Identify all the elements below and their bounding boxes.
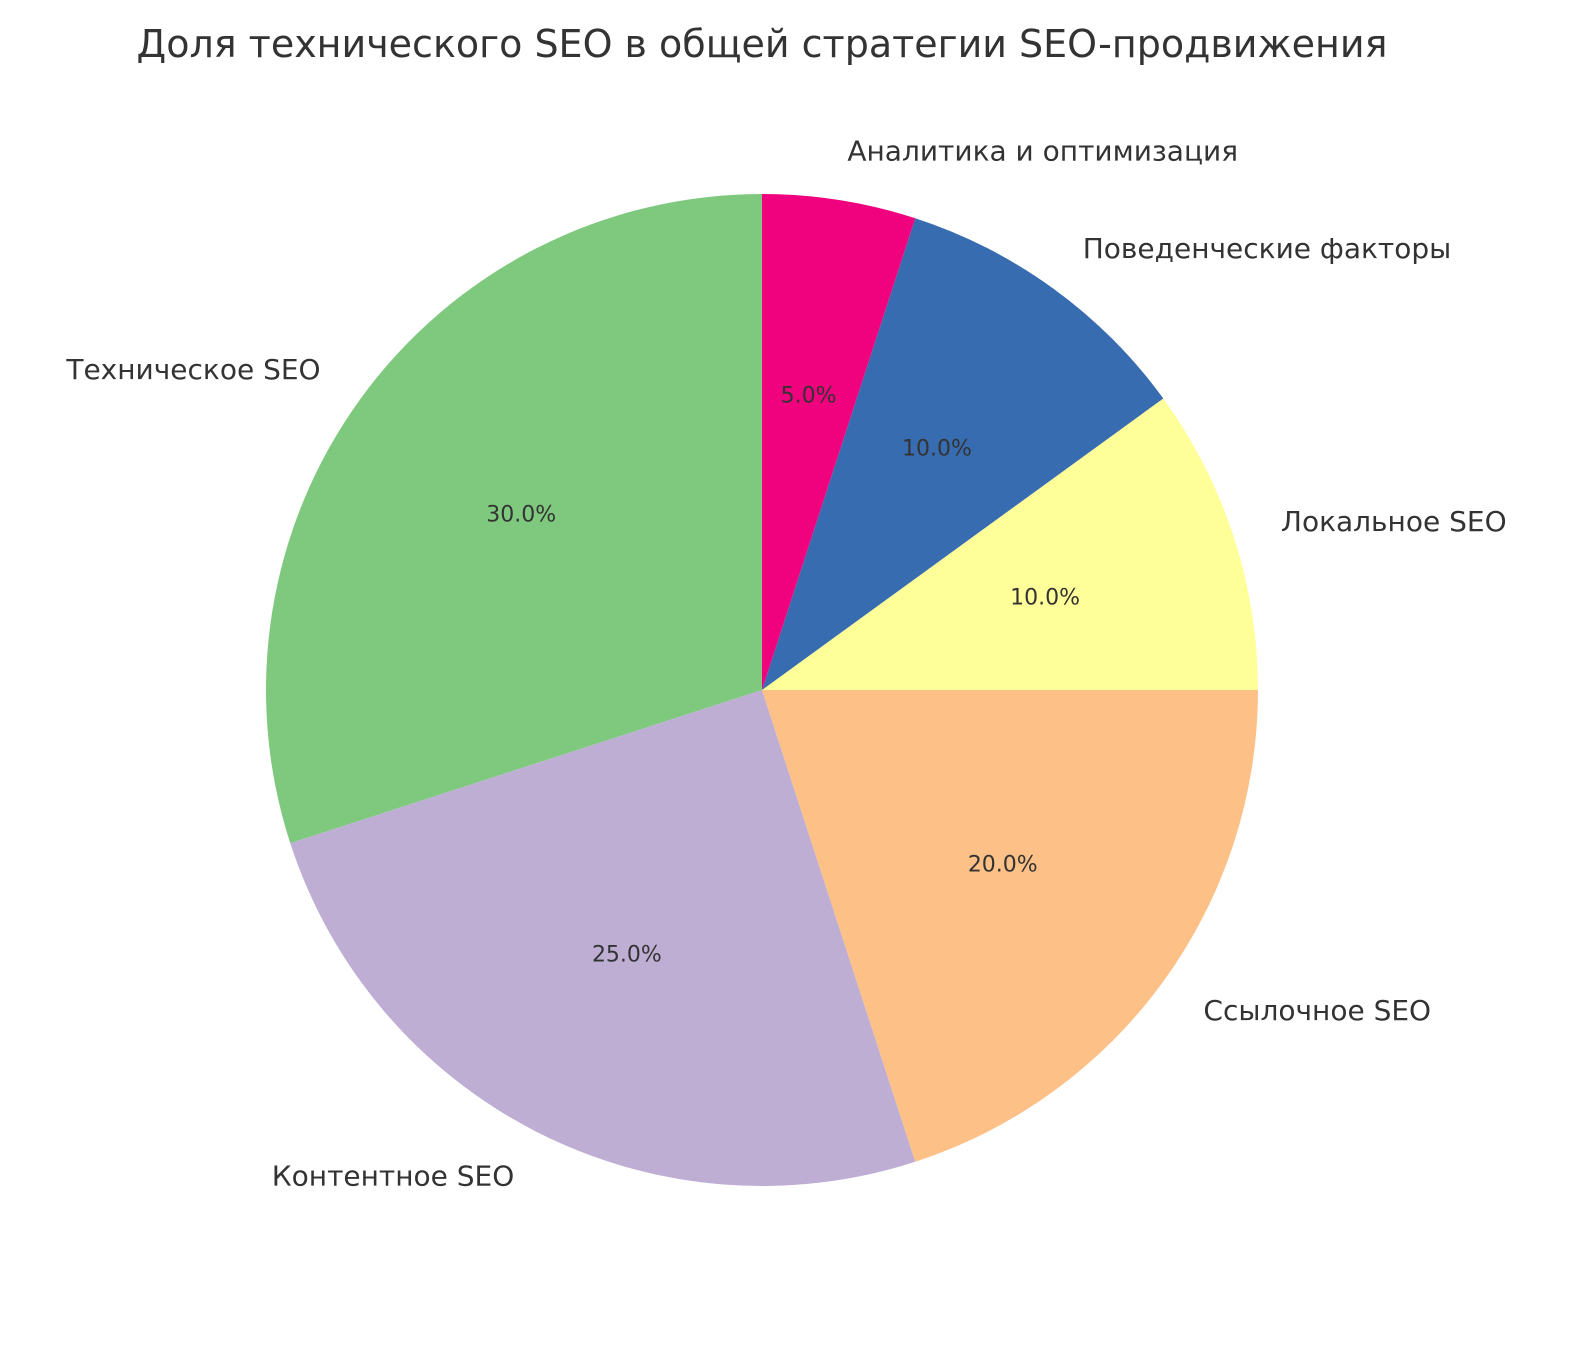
pie-slice-1 — [266, 194, 762, 844]
chart-title: Доля технического SEO в общей стратегии … — [137, 22, 1388, 66]
pie-slice-4 — [762, 398, 1258, 690]
slice-percent-label: 20.0% — [968, 852, 1038, 877]
slice-label: Поведенческие факторы — [1083, 232, 1452, 265]
slice-label: Ссылочное SEO — [1203, 994, 1431, 1027]
pie-slice-6 — [762, 194, 916, 690]
slice-percent-label: 10.0% — [902, 437, 972, 462]
pie-slice-5 — [762, 218, 1164, 690]
pie-slice-2 — [290, 690, 916, 1186]
slice-percent-label: 30.0% — [486, 503, 556, 528]
slice-label: Локальное SEO — [1281, 505, 1507, 538]
slice-label: Аналитика и оптимизация — [847, 135, 1238, 168]
pie-slice-3 — [762, 690, 1258, 1162]
slice-label: Контентное SEO — [272, 1160, 515, 1193]
slice-percent-label: 10.0% — [1010, 586, 1080, 611]
slice-percent-label: 5.0% — [781, 384, 837, 409]
slice-label: Техническое SEO — [65, 353, 320, 386]
slice-percent-label: 25.0% — [592, 943, 662, 968]
